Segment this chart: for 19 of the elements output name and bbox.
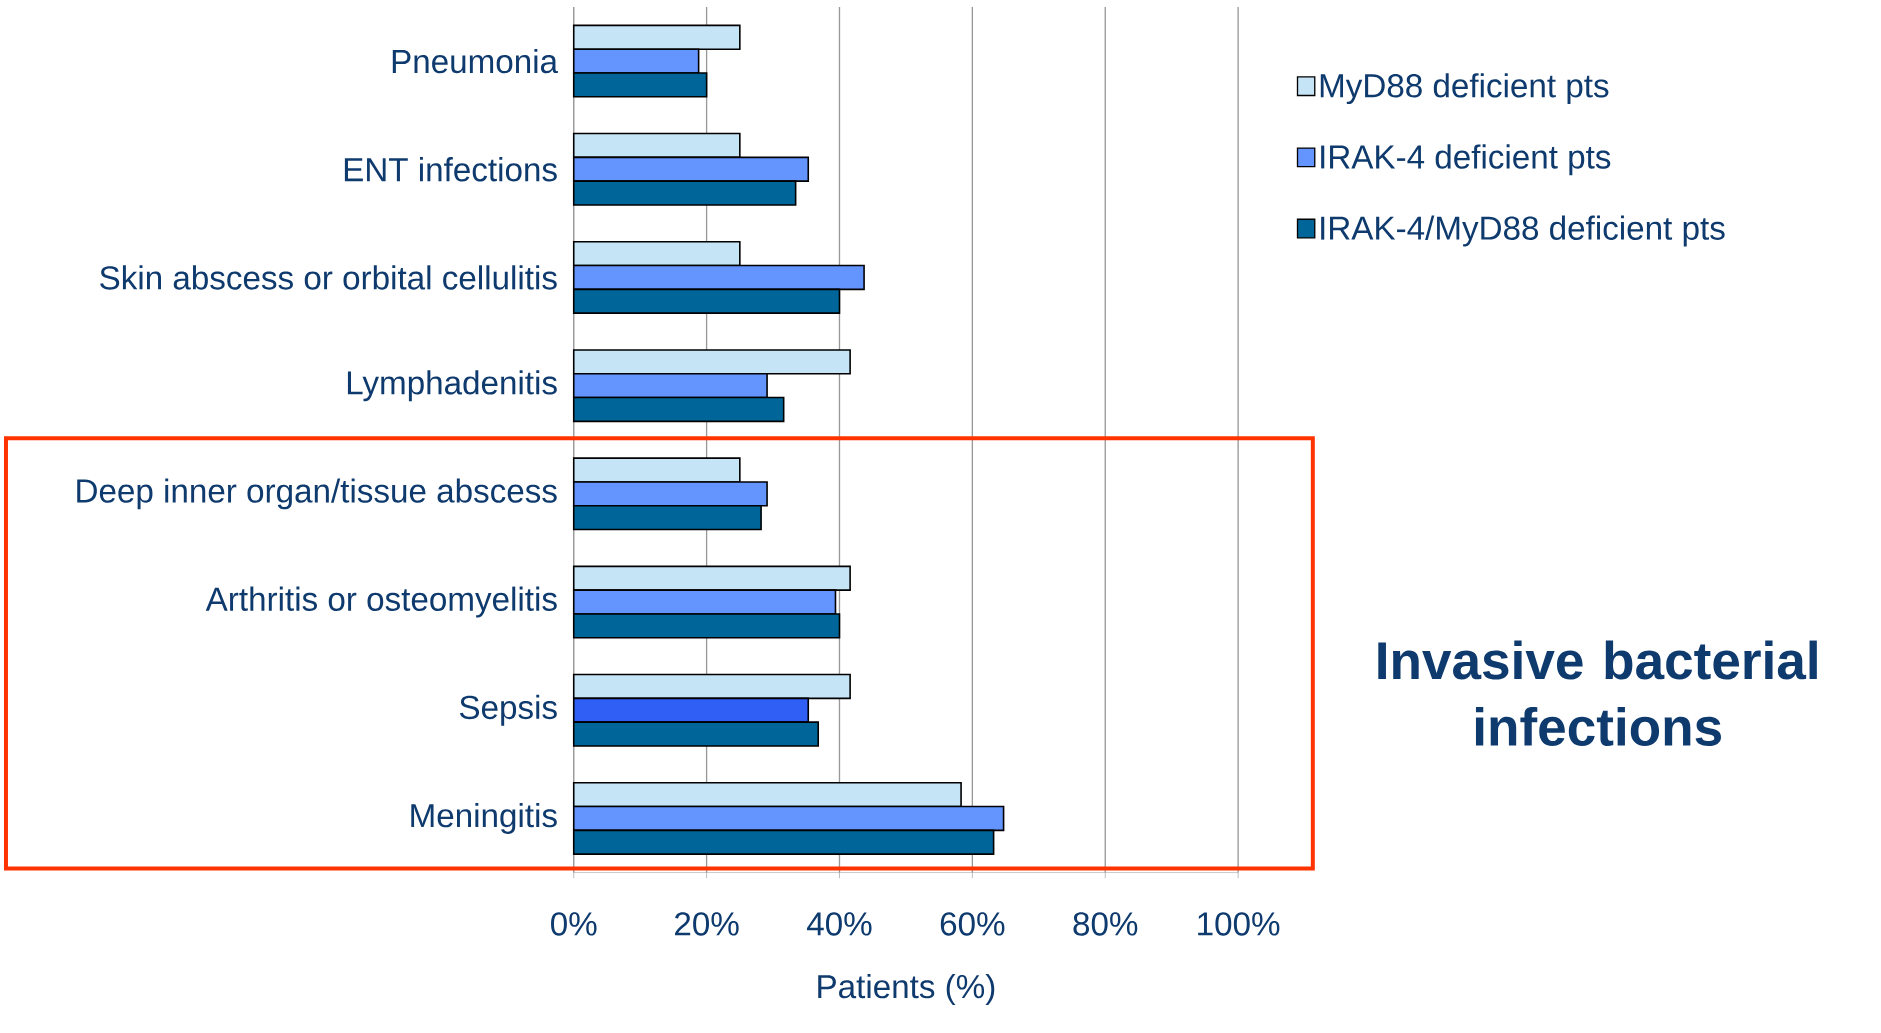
x-tick-label: 0% [551,912,597,936]
legend-label: IRAK-4/MyD88 deficient pts [1321,215,1725,247]
x-axis-title: Patients (%) [818,974,995,1005]
y-tick-label: Pneumonia [392,48,559,74]
x-tick-label: 80% [1073,912,1138,936]
x-tick-label: 40% [807,912,872,936]
y-tick-label: Skin abscess or orbital cellulitis [100,265,557,290]
x-tick-label: 100% [1198,912,1280,936]
legend-label: MyD88 deficient pts [1320,73,1609,105]
legend-label: IRAK-4 deficient pts [1321,144,1611,176]
y-tick-label: Deep inner organ/tissue abscess [77,478,557,510]
x-tick-label: 20% [675,912,739,936]
y-tick-label: ENT infections [344,157,557,182]
y-tick-label: Sepsis [459,694,557,726]
text: Invasive bacterial infections [1378,640,1817,746]
x-tick-label: 60% [940,912,1005,936]
y-tick-label: Meningitis [411,803,557,834]
y-tick-label: Lymphadenitis [347,370,557,402]
y-tick-label: Arthritis or osteomyelitis [205,586,557,618]
